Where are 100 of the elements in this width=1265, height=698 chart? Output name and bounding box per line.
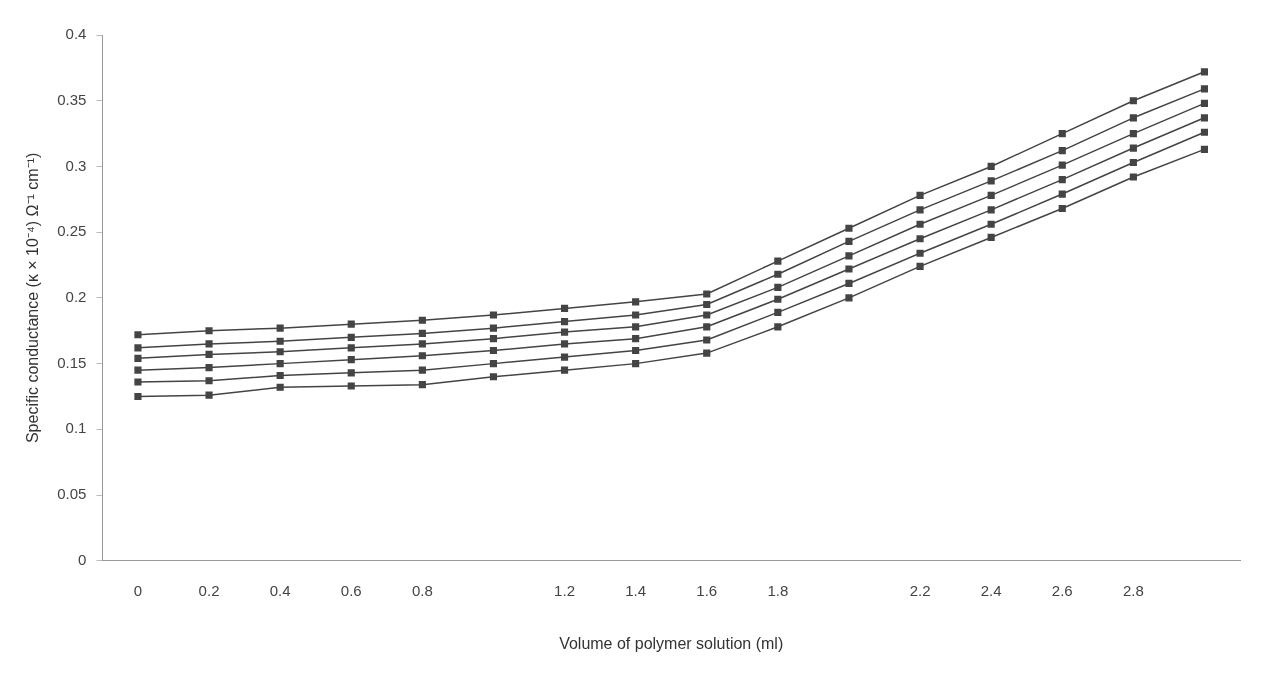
point	[560, 353, 569, 361]
point	[774, 308, 782, 316]
x-tick-label: 0.8	[411, 581, 433, 599]
point	[1200, 145, 1209, 153]
point	[1129, 173, 1137, 181]
point	[916, 191, 924, 199]
point	[703, 311, 711, 319]
point	[703, 349, 711, 357]
y-tick-label: 0.1	[65, 419, 87, 437]
x-tick-label: 1.6	[696, 581, 718, 599]
point	[774, 257, 782, 265]
point	[987, 220, 995, 228]
point	[845, 279, 853, 288]
x-tick-label: 2.4	[980, 581, 1002, 599]
y-tick-label: 0	[78, 550, 87, 568]
point	[276, 371, 284, 380]
x-tick-label: 2.6	[1051, 581, 1073, 599]
point	[1200, 128, 1209, 136]
point	[205, 350, 213, 358]
point	[632, 298, 640, 306]
point	[560, 340, 569, 348]
point	[489, 346, 498, 355]
x-tick-label: 1.4	[625, 581, 647, 599]
x-tick-label: 1.2	[554, 581, 575, 599]
point	[489, 360, 498, 368]
point	[916, 262, 924, 270]
point	[1129, 130, 1137, 138]
y-tick-label: 0.05	[57, 485, 87, 503]
point	[560, 328, 569, 336]
point	[1200, 114, 1209, 122]
point	[489, 373, 498, 381]
point	[1129, 144, 1137, 152]
x-tick-label: 0	[133, 581, 143, 599]
point	[134, 344, 142, 352]
point	[560, 366, 569, 374]
x-tick-label: 1.8	[767, 581, 789, 599]
point	[632, 346, 640, 355]
point	[134, 366, 142, 374]
point	[134, 392, 142, 401]
point	[845, 224, 853, 232]
point	[987, 191, 995, 199]
point	[845, 252, 853, 260]
point	[205, 391, 213, 399]
point	[916, 220, 924, 228]
point	[987, 162, 995, 171]
point	[560, 304, 569, 312]
point	[134, 354, 142, 362]
x-tick-label: 2.2	[909, 581, 931, 599]
point	[205, 363, 213, 372]
y-tick-label: 0.35	[57, 90, 87, 108]
point	[1058, 190, 1066, 198]
point	[1058, 161, 1066, 169]
point	[987, 233, 995, 242]
point	[703, 300, 711, 309]
point	[1058, 176, 1066, 184]
point	[418, 316, 426, 324]
point	[134, 378, 142, 386]
point	[632, 360, 640, 368]
point	[703, 336, 711, 344]
point	[703, 323, 711, 331]
point	[703, 290, 711, 298]
point	[418, 366, 426, 374]
point	[347, 333, 355, 341]
y-tick-label: 0.4	[65, 25, 87, 43]
x-tick-label: 0.6	[340, 581, 362, 599]
point	[987, 177, 995, 185]
point	[205, 340, 213, 348]
point	[205, 327, 213, 335]
point	[1058, 204, 1066, 213]
x-tick-label: 0.4	[269, 581, 291, 599]
point	[916, 235, 924, 243]
point	[774, 323, 782, 331]
y-tick-label: 0.25	[57, 222, 87, 240]
point	[276, 348, 284, 356]
point	[276, 337, 284, 345]
y-tick-label: 0.3	[65, 156, 87, 174]
point	[1129, 158, 1137, 167]
x-axis-title: Volume of polymer solution (ml)	[559, 634, 784, 652]
point	[347, 356, 355, 364]
point	[632, 311, 640, 319]
point	[632, 323, 640, 331]
point	[560, 317, 569, 326]
point	[489, 311, 498, 319]
point	[276, 360, 284, 368]
point	[347, 344, 355, 352]
point	[134, 331, 142, 339]
point	[1058, 147, 1066, 155]
point	[1200, 68, 1209, 76]
point	[987, 206, 995, 214]
y-axis-title: Specific conductance (κ × 10⁻⁴) Ω⁻¹ cm⁻¹)	[24, 152, 42, 444]
point	[1058, 130, 1066, 138]
point	[916, 249, 924, 257]
point	[845, 237, 853, 245]
point	[347, 369, 355, 377]
point	[489, 324, 498, 332]
point	[774, 270, 782, 278]
point	[418, 340, 426, 348]
point	[418, 352, 426, 360]
y-tick-label: 0.2	[65, 288, 87, 306]
x-tick-label: 2.8	[1122, 581, 1144, 599]
